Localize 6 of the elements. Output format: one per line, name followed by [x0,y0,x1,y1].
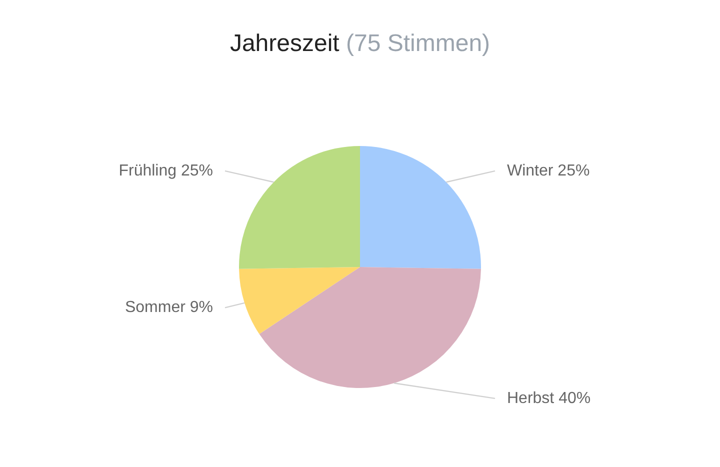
slice-label: Sommer 9% [124,299,213,316]
chart-title: Jahreszeit [230,30,340,57]
slice-label: Winter 25% [507,162,590,180]
chart-subtitle: (75 Stimmen) [346,30,490,57]
slice-label: Herbst 40% [507,390,591,407]
slice-label: Frühling 25% [118,162,213,180]
